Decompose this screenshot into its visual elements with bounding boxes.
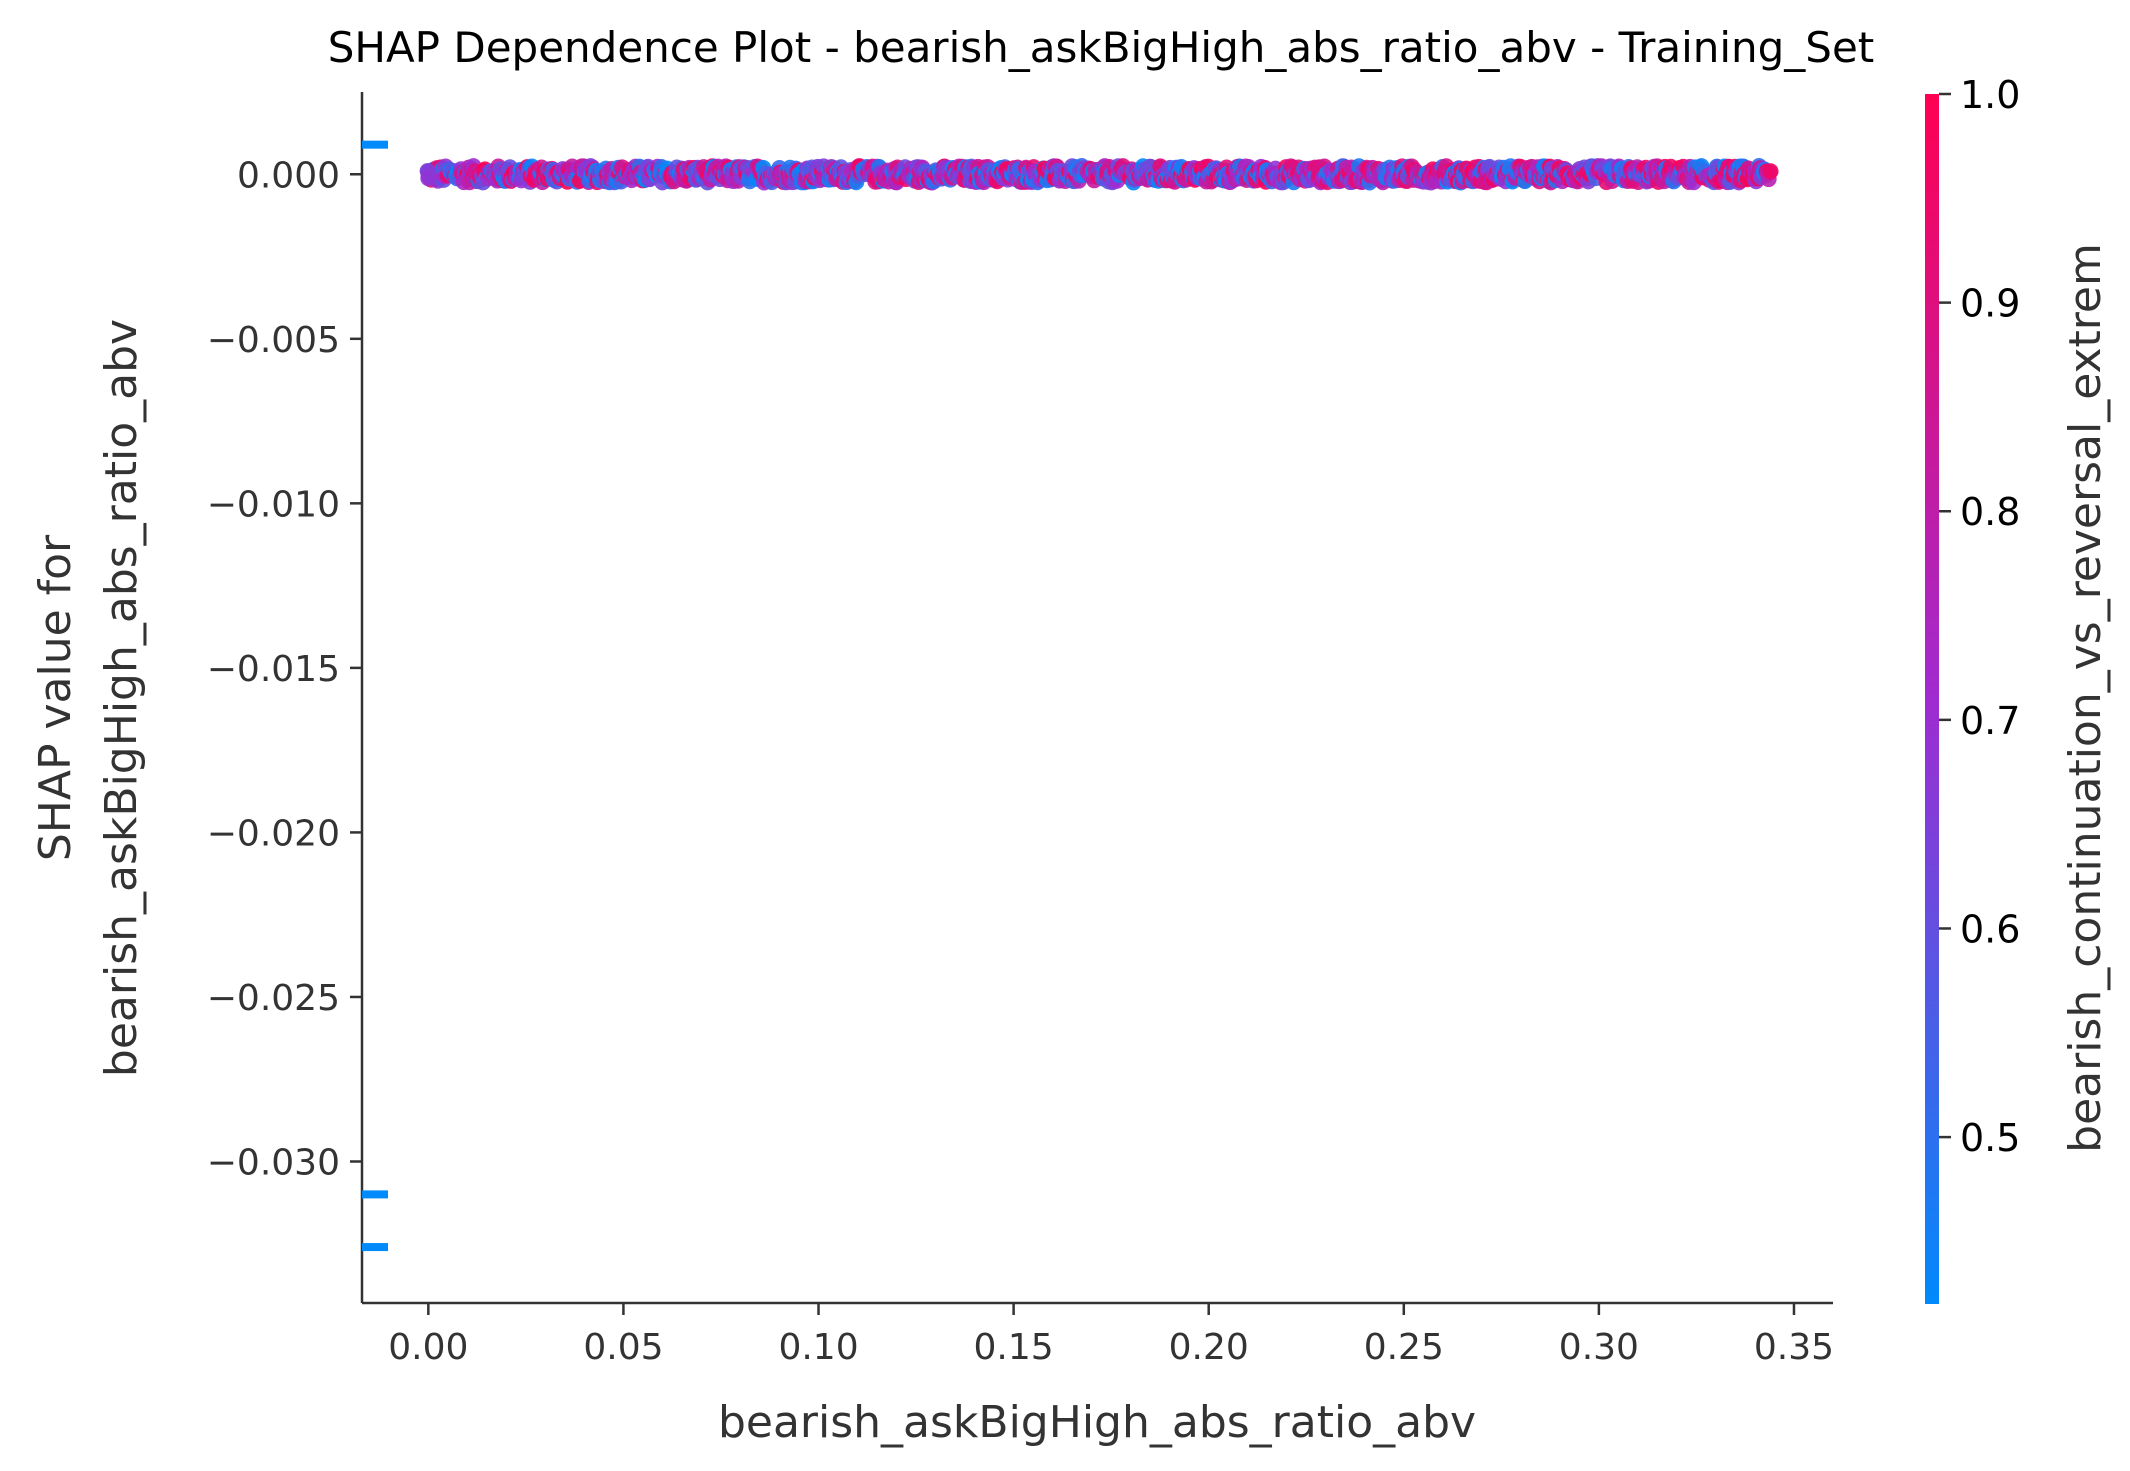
y-tick-label: −0.005 bbox=[207, 320, 340, 361]
x-tick-label: 0.10 bbox=[778, 1327, 858, 1368]
nan-marker bbox=[362, 1243, 388, 1252]
y-tick-label: −0.025 bbox=[207, 978, 340, 1019]
y-ticks: 0.000 −0.005 −0.010 −0.015 −0.020 −0.025 −0.03… bbox=[207, 155, 362, 1183]
x-tick-label: 0.35 bbox=[1754, 1327, 1834, 1368]
colorbar-tick-label: 1.0 bbox=[1960, 73, 2020, 117]
colorbar-tick-label: 0.6 bbox=[1960, 907, 2020, 951]
colorbar-ticks: 0.5 0.6 0.7 0.8 0.9 1.0 bbox=[1939, 73, 2020, 1160]
x-tick-label: 0.05 bbox=[583, 1327, 663, 1368]
scatter-points bbox=[419, 158, 1779, 191]
colorbar-tick-label: 0.9 bbox=[1960, 282, 2020, 326]
y-tick-label: −0.030 bbox=[207, 1142, 340, 1183]
x-ticks: 0.00 0.05 0.10 0.15 0.20 0.25 0.30 0.35 bbox=[388, 1303, 1834, 1368]
scatter-point bbox=[1762, 163, 1779, 180]
scatter-point bbox=[420, 170, 437, 187]
y-axis-label-line2: bearish_askBigHigh_abs_ratio_abv bbox=[96, 319, 147, 1077]
colorbar-label: bearish_continuation_vs_reversal_extrem bbox=[2060, 243, 2111, 1153]
y-tick-label: 0.000 bbox=[237, 155, 340, 196]
colorbar-tick-label: 0.8 bbox=[1960, 490, 2020, 534]
colorbar-tick-label: 0.7 bbox=[1960, 699, 2020, 743]
x-axis-label: bearish_askBigHigh_abs_ratio_abv bbox=[718, 1397, 1476, 1448]
x-tick-label: 0.15 bbox=[974, 1327, 1054, 1368]
colorbar-tick-label: 0.5 bbox=[1960, 1116, 2020, 1160]
x-tick-label: 0.30 bbox=[1559, 1327, 1639, 1368]
nan-marker bbox=[362, 140, 388, 149]
nan-markers bbox=[362, 140, 388, 1252]
colorbar bbox=[1925, 94, 1939, 1304]
chart-title: SHAP Dependence Plot - bearish_askBigHig… bbox=[328, 23, 1875, 72]
nan-marker bbox=[362, 1190, 388, 1199]
x-tick-label: 0.00 bbox=[388, 1327, 468, 1368]
y-tick-label: −0.010 bbox=[207, 484, 340, 525]
y-axis-label-line1: SHAP value for bbox=[30, 534, 81, 861]
x-tick-label: 0.20 bbox=[1169, 1327, 1249, 1368]
y-tick-label: −0.020 bbox=[207, 813, 340, 854]
x-tick-label: 0.25 bbox=[1364, 1327, 1444, 1368]
y-tick-label: −0.015 bbox=[207, 649, 340, 690]
